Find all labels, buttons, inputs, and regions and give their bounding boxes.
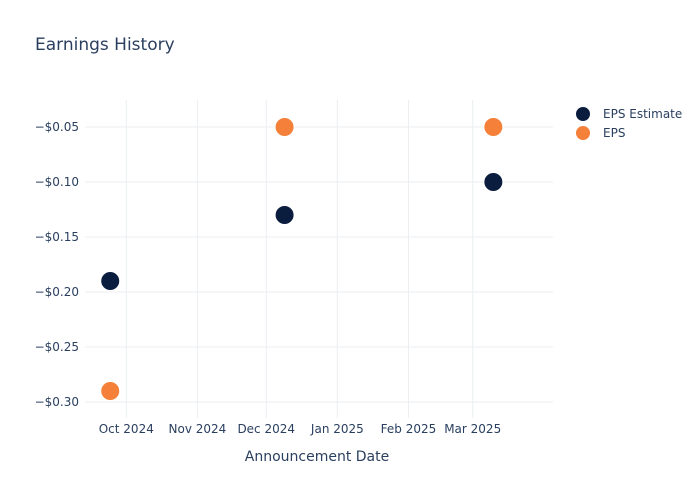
- legend-label: EPS: [603, 126, 625, 140]
- eps-point: [483, 116, 504, 137]
- eps-estimate-point: [483, 171, 504, 192]
- eps-estimate-point: [274, 204, 295, 225]
- y-tick-label: −$0.05: [35, 120, 79, 134]
- legend-label: EPS Estimate: [603, 107, 682, 121]
- grid-lines: [85, 100, 553, 418]
- y-tick-label: −$0.10: [35, 175, 79, 189]
- x-tick-label: Dec 2024: [237, 422, 295, 436]
- x-axis-title: Announcement Date: [245, 449, 389, 465]
- eps-point: [274, 116, 295, 137]
- y-tick-label: −$0.25: [35, 340, 79, 354]
- y-tick-label: −$0.30: [35, 395, 79, 409]
- y-tick-label: −$0.15: [35, 230, 79, 244]
- x-tick-label: Nov 2024: [169, 422, 227, 436]
- chart-title: Earnings History: [35, 35, 175, 55]
- data-points: [100, 116, 504, 402]
- x-tick-label: Mar 2025: [444, 422, 501, 436]
- x-tick-label: Feb 2025: [381, 422, 437, 436]
- x-tick-label: Oct 2024: [99, 422, 154, 436]
- legend-marker: [575, 106, 591, 122]
- y-tick-label: −$0.20: [35, 285, 79, 299]
- legend-marker: [575, 125, 591, 141]
- legend: EPS Estimate EPS: [575, 106, 682, 141]
- eps-estimate-point: [100, 271, 121, 292]
- eps-point: [100, 381, 121, 402]
- x-axis-ticks: Oct 2024 Nov 2024 Dec 2024 Jan 2025 Feb 2025…: [99, 422, 501, 436]
- y-axis-ticks: −$0.05 −$0.10 −$0.15 −$0.20 −$0.25 −$0.30: [35, 120, 79, 409]
- x-tick-label: Jan 2025: [310, 422, 364, 436]
